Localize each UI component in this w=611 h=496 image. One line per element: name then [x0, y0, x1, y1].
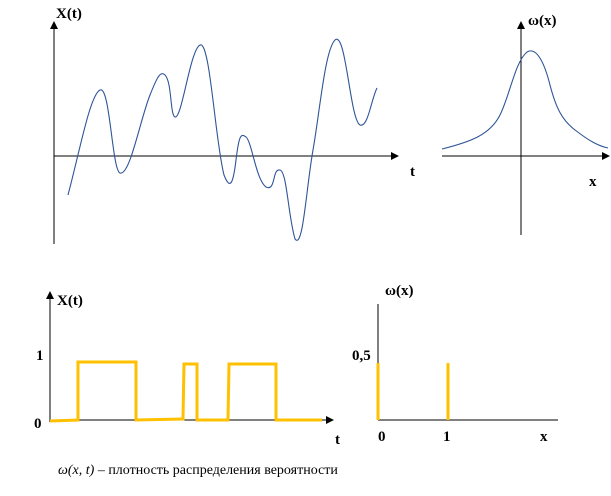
- y-axis-label: ω(x): [528, 13, 556, 29]
- y-axis-label: X(t): [57, 293, 83, 309]
- tick-label-1: 1: [36, 348, 44, 364]
- density-plot: ω(x) x: [441, 13, 610, 235]
- caption-symbol: ω(x, t): [58, 463, 95, 478]
- y-axis-label: X(t): [56, 6, 82, 22]
- y-axis-label: ω(x): [385, 283, 413, 299]
- tick-label-0: 0: [34, 416, 42, 432]
- x-axis-label: x: [540, 429, 548, 445]
- tick-label-0: 0: [378, 429, 386, 445]
- density-curve: [441, 50, 609, 150]
- tick-label-half: 0,5: [352, 348, 371, 364]
- binary-signal-plot: X(t) t 1 0: [34, 291, 340, 448]
- x-axis-label: t: [410, 164, 415, 180]
- binary-signal-waveform: [49, 360, 322, 423]
- tick-label-1: 1: [443, 429, 451, 445]
- caption: ω(x, t) – плотность распределения вероят…: [58, 463, 338, 478]
- x-axis-label: t: [335, 432, 340, 448]
- discrete-density-plot: ω(x) x 0,5 0 1: [352, 283, 558, 445]
- x-axis-label: x: [589, 174, 597, 190]
- random-process-curve: [67, 39, 378, 241]
- caption-text: – плотность распределения вероятности: [94, 463, 338, 478]
- random-process-plot: X(t) t: [50, 6, 415, 244]
